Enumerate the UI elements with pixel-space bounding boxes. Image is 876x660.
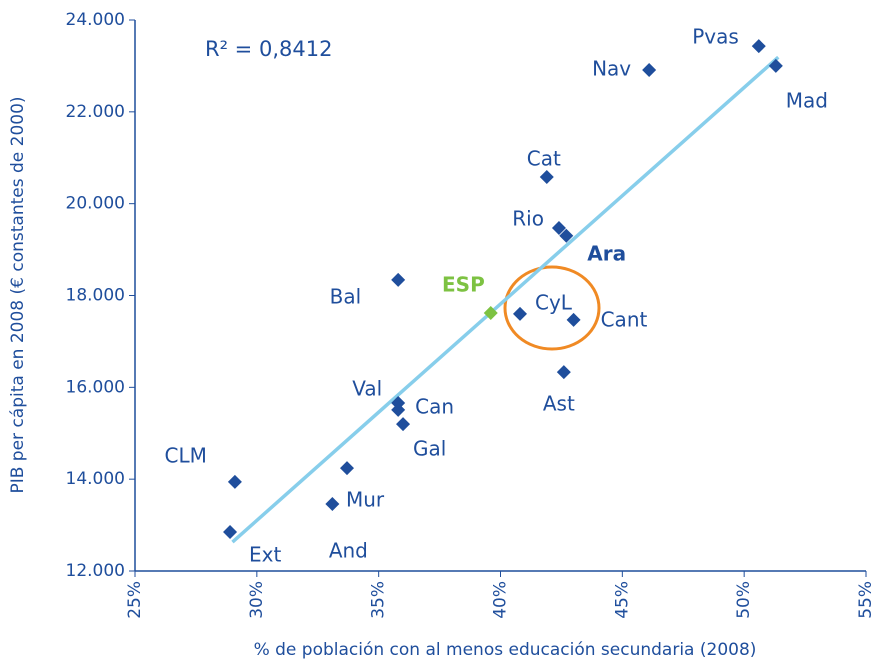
point <box>339 461 354 476</box>
x-axis-title: % de población con al menos educación se… <box>254 640 757 660</box>
y-tick-label: 24.000 <box>66 10 125 30</box>
y-tick-label: 22.000 <box>66 102 125 122</box>
point-label: Cat <box>527 147 561 171</box>
point <box>325 496 340 511</box>
x-tick-label: 30% <box>247 581 267 619</box>
y-tick-label: 18.000 <box>66 286 125 306</box>
point <box>512 306 527 321</box>
point <box>396 417 411 432</box>
point <box>483 305 498 320</box>
point-label: Ara <box>587 241 626 265</box>
point-label: Cant <box>601 307 648 331</box>
point <box>391 402 406 417</box>
point-label: Rio <box>512 207 544 231</box>
point-label: ESP <box>442 272 485 296</box>
point-label: Can <box>415 394 454 418</box>
point <box>566 312 581 327</box>
point <box>551 221 566 236</box>
x-tick-label: 35% <box>369 581 389 619</box>
r-squared: R² = 0,8412 <box>205 37 332 61</box>
trendline <box>231 55 780 544</box>
y-tick-label: 14.000 <box>66 469 125 489</box>
x-tick-label: 40% <box>491 581 511 619</box>
point <box>556 365 571 380</box>
point-label: CLM <box>165 443 207 467</box>
point-label: Mad <box>786 88 828 112</box>
point-label: Nav <box>592 57 631 81</box>
x-tick-label: 25% <box>125 581 145 619</box>
point-label: CyL <box>535 290 573 314</box>
point-label: Ext <box>249 542 281 566</box>
x-tick-label: 50% <box>734 581 754 619</box>
y-tick-label: 16.000 <box>66 377 125 397</box>
point-label: Pvas <box>692 25 739 49</box>
point <box>559 228 574 243</box>
point <box>539 170 554 185</box>
x-tick-label: 55% <box>856 581 876 619</box>
point <box>227 474 242 489</box>
point-label: Mur <box>346 488 385 512</box>
point-label: Gal <box>413 437 446 461</box>
y-axis-title: PIB per cápita en 2008 (€ constantes de … <box>8 96 28 493</box>
point-label: And <box>329 538 368 562</box>
x-tick-label: 45% <box>612 581 632 619</box>
point-label: Bal <box>330 284 362 308</box>
point <box>223 524 238 539</box>
y-tick-label: 12.000 <box>66 561 125 581</box>
point-label: Val <box>352 376 382 400</box>
point <box>642 63 657 78</box>
point <box>751 39 766 54</box>
point <box>391 272 406 287</box>
y-tick-label: 20.000 <box>66 194 125 214</box>
highlight-ellipse <box>503 265 601 351</box>
point-label: Ast <box>543 392 575 416</box>
point <box>768 58 783 73</box>
